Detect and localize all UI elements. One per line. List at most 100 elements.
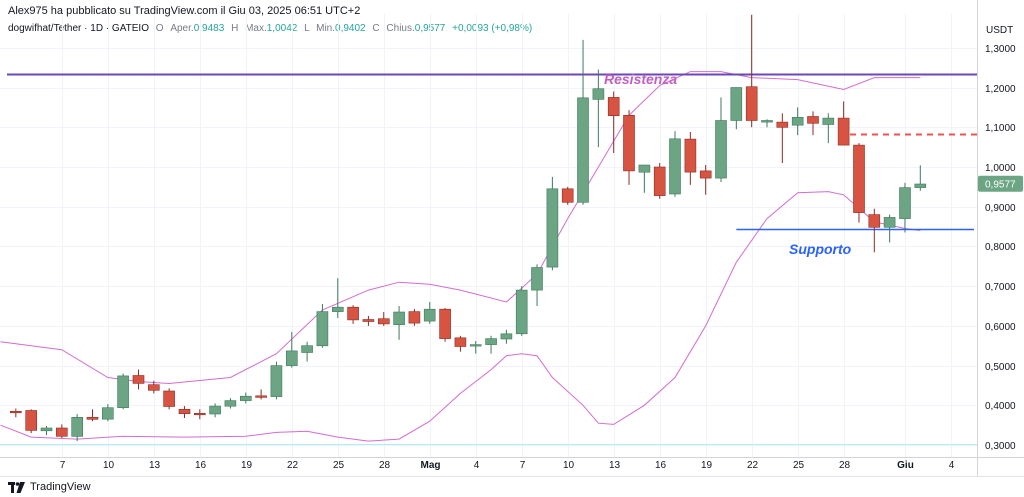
candle [715, 97, 727, 183]
candle [454, 335, 467, 352]
candle [684, 131, 697, 185]
candle-body [148, 384, 160, 391]
candle [240, 392, 252, 404]
candle-body [194, 412, 206, 416]
y-tick-label: 1,2000 [985, 84, 1016, 95]
y-tick-label: 1,1000 [985, 123, 1016, 134]
candle [163, 388, 175, 410]
candle-body [807, 116, 819, 124]
support-label: Supporto [789, 241, 852, 257]
candle [515, 286, 528, 336]
candle-body [25, 410, 38, 431]
candle-body [362, 319, 375, 322]
candle-body [914, 183, 927, 188]
candle [822, 113, 835, 144]
candles [10, 14, 927, 442]
candle [40, 425, 53, 436]
candle-body [301, 345, 313, 353]
footer-brand: TradingView [30, 481, 91, 493]
candle-body [592, 88, 605, 100]
candle [117, 373, 129, 410]
candle-body [515, 289, 528, 335]
x-tick-label: 10 [103, 460, 115, 471]
x-tick-label: 7 [520, 460, 526, 471]
x-tick-label: 4 [949, 460, 955, 471]
y-tick-label: 0,4000 [985, 401, 1016, 412]
low-text: Min. [316, 23, 336, 34]
candle-body [761, 120, 773, 123]
resistance-label: Resistenza [604, 71, 677, 87]
candle-body [454, 337, 467, 347]
candle [331, 278, 344, 318]
candle [25, 409, 38, 434]
x-tick-label: Giu [897, 460, 914, 471]
x-tick-label: 16 [655, 460, 667, 471]
candle-body [117, 375, 129, 408]
candle [500, 329, 513, 344]
candle-body [86, 416, 99, 420]
y-tick-label: 0,5000 [985, 362, 1016, 373]
candle [791, 107, 804, 136]
candle-body [393, 311, 405, 325]
close-label: C [372, 23, 380, 34]
candle-body [638, 164, 651, 173]
candle [55, 424, 68, 438]
candle [899, 182, 911, 233]
candle-body [255, 395, 267, 398]
candle [531, 264, 543, 307]
x-tick-label: 28 [839, 460, 851, 471]
candle [868, 208, 881, 253]
candle-body [546, 188, 559, 268]
x-tick-label: Mag [421, 460, 441, 471]
grid-lines [0, 14, 977, 457]
candle-body [132, 375, 145, 384]
candle-body [423, 308, 436, 322]
candle [653, 162, 666, 199]
candle [623, 110, 635, 185]
candle-body [209, 405, 221, 415]
candle [132, 369, 145, 390]
candle-body [577, 97, 589, 203]
candle-body [699, 170, 712, 179]
candle [745, 14, 758, 128]
candle [316, 304, 329, 348]
candle [592, 69, 605, 148]
candle-body [868, 214, 881, 228]
y-tick-label: 0,3000 [985, 441, 1016, 452]
candle [546, 176, 559, 271]
candle-body [240, 395, 252, 401]
x-tick-label: 7 [60, 460, 66, 471]
candle [224, 398, 237, 409]
candle [71, 414, 83, 442]
candle [10, 408, 22, 418]
candle-body [791, 117, 804, 126]
y-tick-label: 1,3000 [985, 44, 1016, 55]
candle [102, 404, 114, 422]
open-value: 0,9483 [193, 23, 225, 34]
candle [377, 311, 390, 326]
y-tick-label: 0,8000 [985, 242, 1016, 253]
x-tick-label: 10 [563, 460, 575, 471]
symbol-name: dogwifhat/Tether · 1D · GATEIO [8, 23, 149, 34]
candle-body [776, 121, 789, 128]
y-tick-label: 1,0000 [985, 163, 1016, 174]
y-tick-label: 0,9000 [985, 203, 1016, 214]
open-label: O [155, 23, 164, 34]
annotations: Resistenza Supporto 0,9577 [604, 71, 1023, 257]
candle [607, 91, 620, 154]
candle-body [684, 138, 697, 173]
candle [178, 406, 191, 419]
candle-body [331, 306, 344, 312]
y-tick-label: 0,6000 [985, 322, 1016, 333]
close-text: Chius. [386, 23, 415, 34]
x-tick-label: 22 [747, 460, 759, 471]
candle [439, 308, 451, 342]
high-text: Max. [245, 23, 267, 34]
candle [561, 186, 574, 205]
candle [914, 165, 927, 191]
x-tick-label: 25 [793, 460, 805, 471]
x-tick-label: 4 [474, 460, 480, 471]
candle [883, 214, 896, 243]
change-value: +0,0093 (+0,98%) [452, 23, 533, 34]
